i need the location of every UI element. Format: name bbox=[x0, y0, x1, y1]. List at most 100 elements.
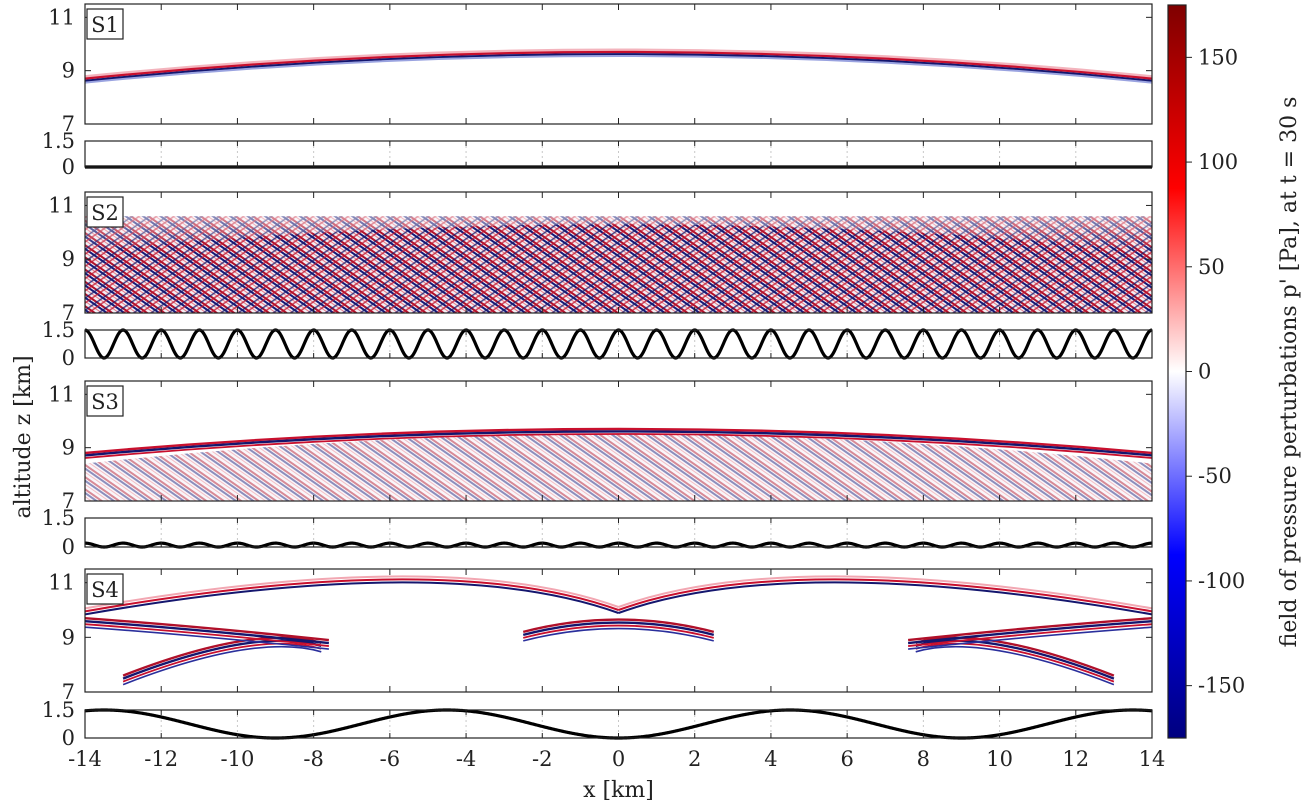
y-tick-label: 11 bbox=[48, 193, 75, 217]
x-tick-label: -8 bbox=[303, 747, 323, 771]
caustic bbox=[85, 617, 330, 642]
x-tick-label: -14 bbox=[68, 747, 102, 771]
caustic bbox=[122, 645, 322, 686]
panel-label-text: S3 bbox=[91, 390, 119, 414]
caustic bbox=[908, 623, 1152, 647]
field-content bbox=[85, 192, 1152, 313]
caustic bbox=[85, 626, 329, 650]
field-content bbox=[85, 427, 1152, 501]
panel-s1: 7 9 11 S1 01.5 bbox=[42, 3, 1153, 179]
x-tick-label: -6 bbox=[380, 747, 400, 771]
x-tick-label: 4 bbox=[764, 747, 777, 771]
wavefront bbox=[85, 433, 1152, 459]
panel-label: S4 bbox=[86, 573, 124, 605]
y-tick-label: 7 bbox=[62, 112, 75, 136]
caustic bbox=[523, 624, 714, 639]
caustic bbox=[522, 618, 715, 634]
scatter-fade bbox=[85, 192, 1152, 252]
y-tick-label: 7 bbox=[62, 489, 75, 513]
caustic bbox=[915, 642, 1115, 683]
caustic bbox=[907, 617, 1152, 642]
scatter-fade bbox=[85, 434, 1152, 501]
y-tick-label: 11 bbox=[48, 382, 75, 406]
x-axis: -14 -12 -10 -8 -6 -4 -2 0 2 4 6 8 10 12 14 bbox=[68, 747, 1165, 771]
x-tick-label: -2 bbox=[532, 747, 552, 771]
colorbar-tick-label: 100 bbox=[1198, 150, 1238, 174]
y-tick-label: 1.5 bbox=[42, 506, 75, 530]
wavefront bbox=[618, 581, 1152, 616]
x-tick-label: -12 bbox=[144, 747, 178, 771]
x-tick-label: 2 bbox=[688, 747, 701, 771]
x-tick-label: 10 bbox=[986, 747, 1013, 771]
colorbar-tick-label: -50 bbox=[1198, 464, 1232, 488]
caustic bbox=[85, 620, 330, 645]
wavefront bbox=[85, 581, 619, 616]
topography-panel: 01.5 bbox=[42, 318, 1153, 370]
colorbar-gradient bbox=[1167, 4, 1187, 739]
x-tick-label: 8 bbox=[917, 747, 930, 771]
colorbar-tick-label: -100 bbox=[1198, 569, 1245, 593]
colorbar: 150 100 50 0 -50 -100 -150 bbox=[1167, 4, 1245, 739]
panel-label: S3 bbox=[86, 385, 124, 417]
caustic bbox=[915, 639, 1115, 680]
colorbar-label: field of pressure perturbations p' [Pa],… bbox=[1277, 97, 1302, 648]
wavefront bbox=[85, 430, 1152, 457]
caustic bbox=[523, 627, 714, 642]
panel-label-box bbox=[86, 196, 124, 228]
wavefront bbox=[85, 578, 619, 613]
x-tick-label: -10 bbox=[221, 747, 255, 771]
x-tick-label: 14 bbox=[1139, 747, 1166, 771]
topography-panel: 01.5 bbox=[42, 506, 1153, 559]
field-content bbox=[85, 48, 1152, 84]
colorbar-tick-label: 0 bbox=[1198, 360, 1211, 384]
y-tick-label: 9 bbox=[62, 436, 75, 460]
caustic bbox=[122, 642, 322, 683]
field-content bbox=[85, 575, 1152, 686]
topography-panel: 01.5 bbox=[42, 129, 1153, 179]
panel-label-text: S2 bbox=[91, 201, 119, 225]
panel-label-text: S1 bbox=[91, 13, 119, 37]
wavefront bbox=[85, 427, 1152, 455]
y-tick-label: 7 bbox=[62, 301, 75, 325]
caustic bbox=[122, 639, 322, 680]
caustic bbox=[908, 626, 1152, 650]
x-axis-label: x [km] bbox=[583, 778, 654, 803]
panel-label: S2 bbox=[86, 196, 124, 228]
x-tick-label: -4 bbox=[456, 747, 476, 771]
x-tick-label: 12 bbox=[1062, 747, 1089, 771]
caustic bbox=[915, 645, 1115, 686]
x-tick-label: 0 bbox=[612, 747, 625, 771]
panel-label-box bbox=[86, 385, 124, 417]
y-tick-label: 9 bbox=[62, 59, 75, 83]
caustic bbox=[122, 636, 322, 677]
topography-panel: 01.5 bbox=[42, 698, 1153, 750]
y-tick-label: 9 bbox=[62, 625, 75, 649]
colorbar-tick-label: 50 bbox=[1198, 255, 1225, 279]
panel-label-box bbox=[86, 8, 124, 40]
y-tick-label: 1.5 bbox=[42, 318, 75, 342]
y-tick-label: 0 bbox=[62, 346, 75, 370]
wavefront bbox=[618, 575, 1152, 610]
wavefront bbox=[85, 55, 1152, 84]
y-tick-label: 0 bbox=[62, 535, 75, 559]
wavefront bbox=[85, 53, 1152, 82]
y-tick-label: 11 bbox=[48, 5, 75, 29]
wavefront bbox=[85, 48, 1152, 79]
wavefront bbox=[618, 578, 1152, 613]
y-axis-label: altitude z [km] bbox=[11, 355, 36, 518]
y-tick-label: 7 bbox=[62, 680, 75, 704]
x-tick-label: 6 bbox=[840, 747, 853, 771]
caustic bbox=[85, 623, 329, 647]
wavefront bbox=[85, 575, 619, 610]
y-tick-label: 0 bbox=[62, 155, 75, 179]
y-tick-label: 9 bbox=[62, 247, 75, 271]
panel-label-text: S4 bbox=[91, 578, 119, 602]
caustic bbox=[522, 621, 715, 637]
y-tick-label: 1.5 bbox=[42, 129, 75, 153]
y-tick-label: 0 bbox=[62, 726, 75, 750]
